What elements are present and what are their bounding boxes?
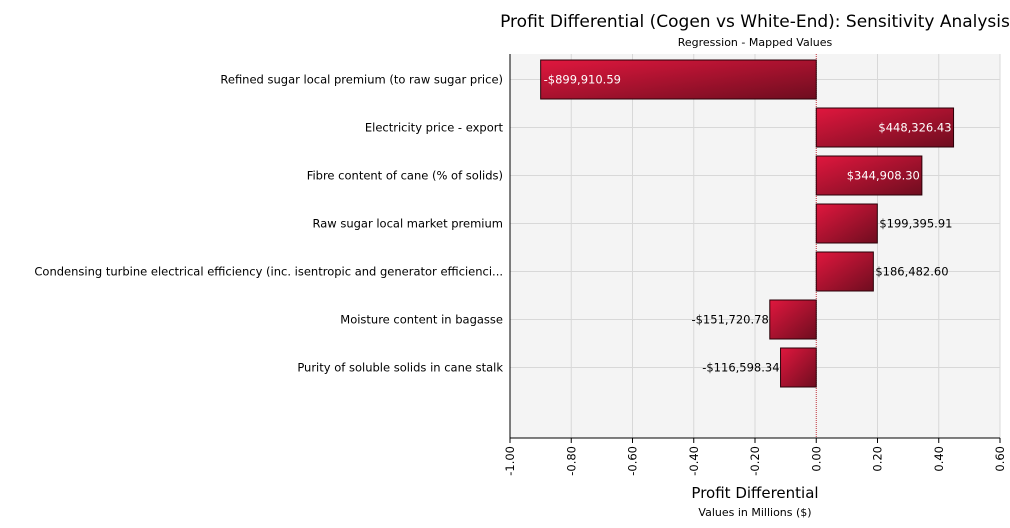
x-tick-label: -0.80: [564, 446, 578, 476]
bar: [815, 107, 955, 148]
bars: [540, 59, 955, 388]
category-label: Purity of soluble solids in cane stalk: [297, 361, 503, 375]
bar: [815, 155, 923, 196]
data-label: -$899,910.59: [544, 73, 621, 87]
data-labels: -$899,910.59 $448,326.43 $344,908.30 $199,3…: [544, 73, 953, 375]
data-label: $199,395.91: [879, 217, 952, 231]
data-label: -$116,598.34: [702, 361, 779, 375]
chart-subtitle: Regression - Mapped Values: [678, 36, 833, 49]
data-label: $448,326.43: [878, 121, 951, 135]
x-ticks: -1.00 -0.80 -0.60 -0.40 -0.20 0.00 0.20 0.40 0.6…: [503, 438, 1007, 476]
x-tick-label: -1.00: [503, 446, 517, 476]
data-label: $186,482.60: [875, 265, 948, 279]
category-label: Moisture content in bagasse: [340, 313, 503, 327]
category-label: Raw sugar local market premium: [312, 217, 503, 231]
bar: [815, 251, 874, 292]
x-tick-label: 0.40: [932, 446, 946, 472]
x-tick-label: -0.20: [748, 446, 762, 476]
chart-title: Profit Differential (Cogen vs White-End)…: [500, 12, 1010, 32]
x-axis-subtitle: Values in Millions ($): [698, 506, 811, 519]
x-axis-title: Profit Differential: [691, 484, 818, 502]
category-label: Electricity price - export: [365, 121, 504, 135]
bar: [815, 203, 878, 244]
bar: [780, 347, 817, 388]
x-tick-label: -0.60: [626, 446, 640, 476]
category-label: Refined sugar local premium (to raw suga…: [220, 73, 503, 87]
bar: [540, 59, 817, 100]
x-tick-label: 0.60: [993, 446, 1007, 472]
x-tick-label: -0.40: [687, 446, 701, 476]
category-label: Fibre content of cane (% of solids): [307, 169, 503, 183]
data-label: $344,908.30: [847, 169, 920, 183]
x-tick-label: 0.00: [809, 446, 823, 472]
x-tick-label: 0.20: [871, 446, 885, 472]
bar: [769, 299, 817, 340]
category-label: Condensing turbine electrical efficiency…: [34, 265, 503, 279]
data-label: -$151,720.78: [691, 313, 768, 327]
category-labels: Refined sugar local premium (to raw suga…: [34, 73, 503, 375]
